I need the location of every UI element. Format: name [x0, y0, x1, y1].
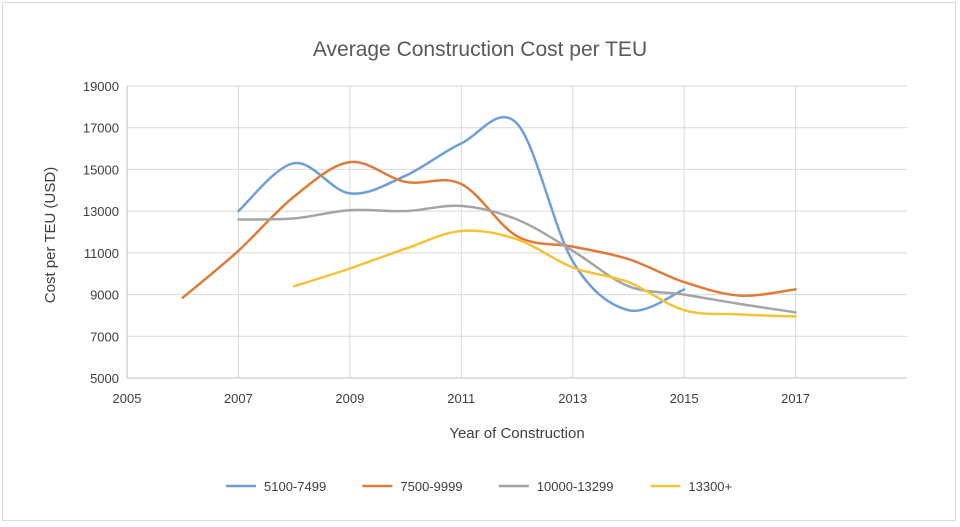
x-tick-label: 2015: [670, 391, 699, 406]
y-tick-label: 13000: [83, 204, 119, 219]
y-axis-label: Cost per TEU (USD): [42, 167, 59, 303]
x-tick-label: 2007: [224, 391, 253, 406]
x-tick-label: 2017: [781, 391, 810, 406]
chart-frame: Average Construction Cost per TEU 5000 70…: [2, 2, 956, 521]
legend-label: 13300+: [688, 479, 732, 494]
x-tick-label: 2013: [558, 391, 587, 406]
axes: 5000 7000 9000 11000 13000 15000 17000 19000 200…: [83, 79, 907, 406]
y-tick-label: 7000: [90, 329, 119, 344]
legend-label: 7500-9999: [400, 479, 462, 494]
y-tick-label: 9000: [90, 288, 119, 303]
series-line-10000-13299: [237, 204, 797, 314]
series-lines: [181, 115, 797, 318]
series-line-13300+: [292, 229, 797, 318]
y-tick-label: 5000: [90, 371, 119, 386]
series-line-5100-7499: [237, 115, 686, 313]
legend-label: 10000-13299: [537, 479, 614, 494]
y-tick-label: 15000: [83, 162, 119, 177]
series-line-7500-9999: [181, 160, 797, 299]
x-tick-label: 2005: [113, 391, 142, 406]
x-tick-label: 2011: [447, 391, 475, 406]
legend-label: 5100-7499: [264, 479, 326, 494]
y-tick-label: 19000: [83, 79, 119, 94]
gridlines: [127, 85, 907, 378]
y-tick-label: 11000: [84, 246, 119, 261]
line-chart: Average Construction Cost per TEU 5000 70…: [42, 38, 907, 494]
legend: 5100-7499 7500-9999 10000-13299 13300+: [226, 479, 732, 494]
x-tick-label: 2009: [335, 391, 364, 406]
x-axis-label: Year of Construction: [449, 425, 584, 442]
y-tick-label: 17000: [83, 121, 119, 136]
chart-title: Average Construction Cost per TEU: [313, 38, 647, 61]
